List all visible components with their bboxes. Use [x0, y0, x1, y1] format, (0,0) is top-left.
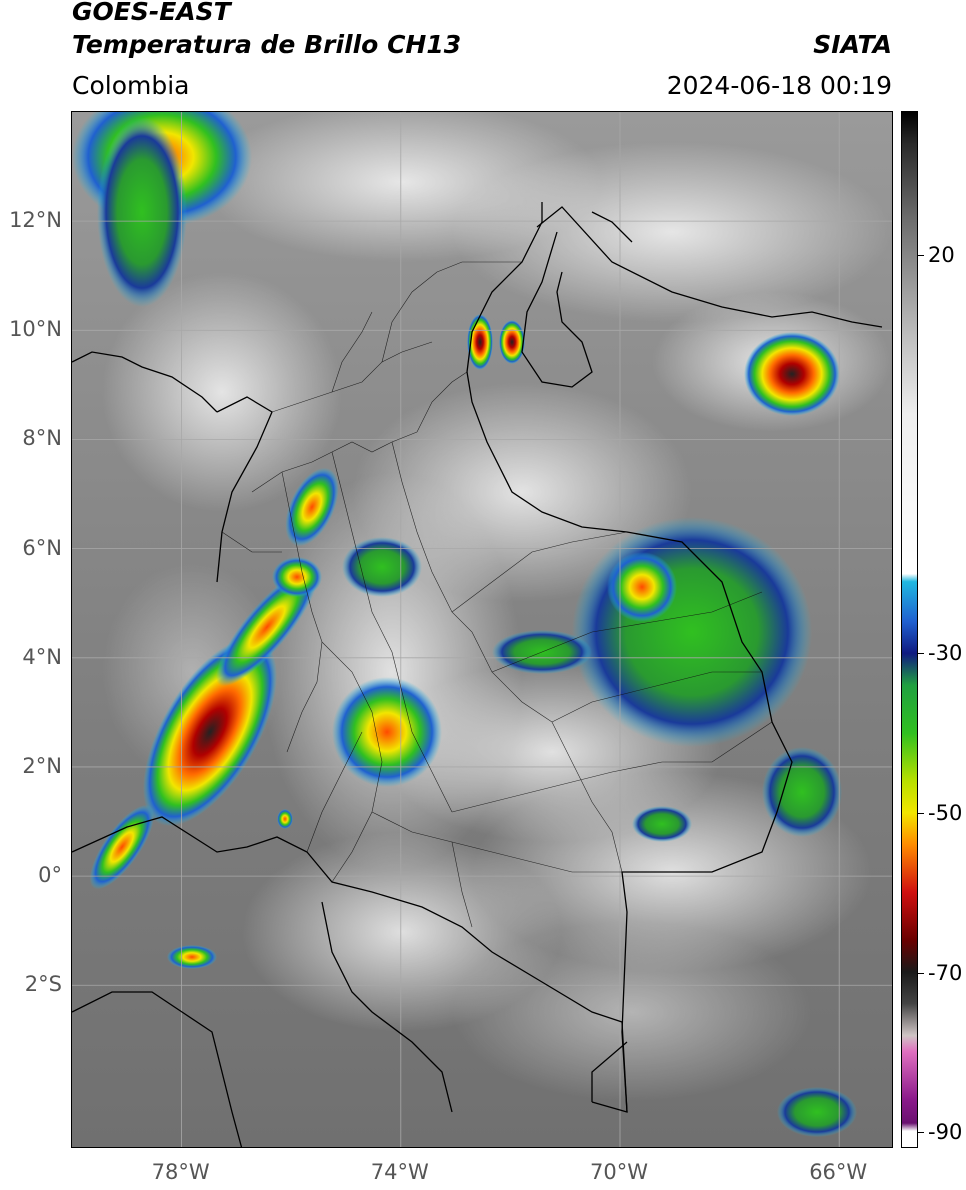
country-borders — [72, 202, 883, 1147]
latitude-label: 10°N — [9, 317, 62, 342]
longitude-label: 74°W — [370, 1160, 429, 1184]
longitude-label: 66°W — [809, 1160, 868, 1184]
latitude-label: 8°N — [22, 426, 62, 451]
longitude-label: 70°W — [590, 1160, 648, 1184]
satellite-title: GOES-EAST — [72, 0, 231, 26]
longitude-label: 78°W — [151, 1160, 210, 1184]
convective-cells — [72, 112, 857, 1137]
colorbar-tick-mark — [918, 653, 924, 655]
gridlines — [72, 112, 892, 1147]
latitude-label: 2°S — [24, 972, 62, 997]
product-title: Temperatura de Brillo CH13 — [72, 30, 462, 59]
latitude-label: 2°N — [22, 753, 62, 778]
colorbar-tick-label: -30 — [928, 641, 963, 666]
colorbar-tick-label: -50 — [928, 800, 963, 825]
latitude-label: 6°N — [22, 535, 62, 560]
cloud-field — [102, 112, 892, 1102]
colorbar-tick-label: -70 — [928, 960, 963, 985]
region-label: Colombia — [72, 71, 190, 100]
satellite-map[interactable] — [71, 111, 893, 1148]
colorbar-tick-mark — [918, 972, 924, 974]
colorbar-tick-label: -90 — [928, 1120, 963, 1145]
colorbar-tick-mark — [918, 1132, 924, 1134]
colorbar-tick-mark — [918, 254, 924, 256]
latitude-label: 4°N — [22, 644, 62, 669]
latitude-label: 12°N — [9, 208, 62, 233]
colorbar — [901, 111, 918, 1148]
timestamp-label: 2024-06-18 00:19 — [666, 71, 892, 100]
colorbar-tick-label: 20 — [928, 242, 955, 267]
colorbar-tick-mark — [918, 812, 924, 814]
department-borders — [221, 261, 773, 928]
brand-label: SIATA — [813, 30, 892, 59]
latitude-label: 0° — [38, 863, 62, 888]
